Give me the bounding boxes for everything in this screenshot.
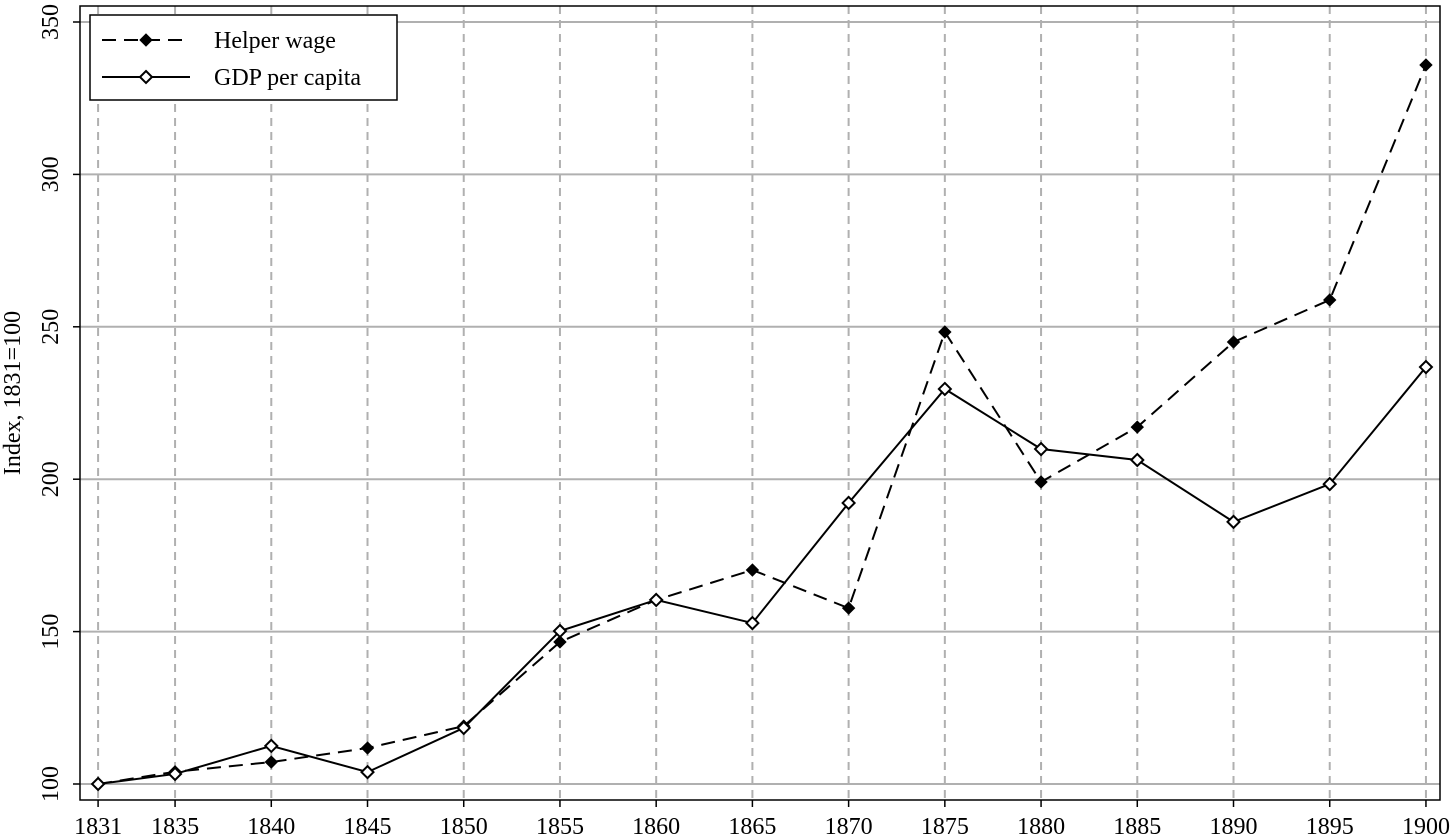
data-point — [744, 615, 760, 631]
legend-label: GDP per capita — [214, 65, 361, 91]
data-point — [1226, 335, 1241, 349]
y-tick-label: 350 — [38, 4, 64, 40]
y-tick-label: 200 — [38, 461, 64, 497]
x-tick-label: 1890 — [1210, 814, 1258, 835]
x-tick-label: 1835 — [151, 814, 199, 835]
x-tick-label: 1845 — [344, 814, 392, 835]
data-point — [938, 325, 952, 339]
data-point — [1130, 420, 1144, 434]
data-point — [1323, 293, 1337, 307]
x-tick-label: 1870 — [825, 814, 873, 835]
y-tick-label: 250 — [38, 309, 64, 345]
y-tick-label: 150 — [38, 614, 64, 650]
data-point — [263, 738, 279, 754]
data-point — [1033, 441, 1049, 457]
x-tick-label: 1831 — [74, 814, 122, 835]
y-axis-label: Index, 1831=100 — [0, 311, 26, 475]
data-point — [1418, 359, 1434, 375]
data-point — [1129, 452, 1145, 468]
plot-frame — [79, 5, 1441, 801]
x-tick-label: 1850 — [440, 814, 488, 835]
legend-marker — [138, 69, 154, 85]
data-point — [841, 601, 856, 615]
data-point — [745, 563, 760, 577]
data-point — [167, 766, 183, 782]
x-tick-label: 1860 — [632, 814, 680, 835]
data-point — [1322, 476, 1338, 492]
x-tick-label: 1895 — [1306, 814, 1354, 835]
x-tick-label: 1875 — [921, 814, 969, 835]
x-tick-label: 1885 — [1113, 814, 1161, 835]
data-point — [553, 635, 567, 649]
x-tick-label: 1880 — [1017, 814, 1065, 835]
data-point — [937, 381, 953, 397]
x-tick-label: 1900 — [1402, 814, 1450, 835]
legend-label: Helper wage — [214, 28, 336, 54]
x-tick-label: 1865 — [728, 814, 776, 835]
x-tick-label: 1840 — [247, 814, 295, 835]
data-point — [456, 720, 472, 736]
series-line — [97, 366, 1427, 785]
y-tick-label: 100 — [38, 766, 64, 802]
x-tick-label: 1855 — [536, 814, 584, 835]
legend-box — [89, 14, 398, 101]
data-point — [264, 755, 278, 769]
data-point — [90, 776, 106, 792]
data-point — [1419, 58, 1433, 72]
legend: Helper wage GDP per capita — [89, 14, 398, 101]
legend-marker — [139, 33, 153, 47]
data-point — [1226, 514, 1241, 530]
y-tick-label: 300 — [38, 156, 64, 192]
series-line — [97, 64, 1427, 785]
data-point — [648, 592, 664, 608]
data-point — [360, 764, 375, 780]
data-point — [360, 741, 375, 755]
data-point — [1034, 475, 1048, 489]
data-point — [552, 623, 568, 639]
data-point — [841, 495, 857, 511]
